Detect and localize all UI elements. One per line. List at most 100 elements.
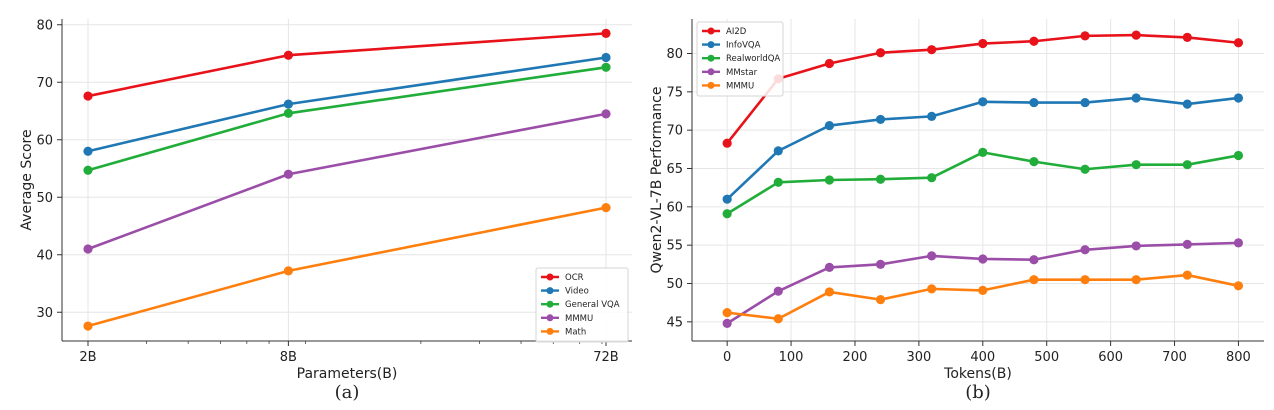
- data-point: [83, 165, 93, 175]
- y-tick-label: 70: [36, 76, 53, 91]
- y-tick-label: 70: [666, 124, 683, 139]
- legend-label: MMstar: [726, 68, 758, 78]
- data-point: [83, 321, 93, 331]
- series-line-ocr: [87, 32, 607, 98]
- data-point: [283, 50, 293, 60]
- x-axis-label: Parameters(B): [297, 366, 398, 382]
- data-point: [722, 194, 732, 204]
- x-tick-label: 600: [1098, 350, 1123, 365]
- data-point: [875, 114, 886, 125]
- data-point: [1233, 238, 1244, 248]
- data-point: [83, 91, 93, 101]
- y-tick-label: 80: [36, 18, 53, 33]
- x-axis-label: Tokens(B): [943, 366, 1012, 382]
- x-tick-label: 200: [843, 350, 868, 365]
- data-point: [875, 295, 886, 305]
- data-point: [601, 52, 611, 63]
- data-point: [1029, 255, 1039, 265]
- y-tick-label: 55: [666, 239, 683, 254]
- data-point: [1080, 275, 1090, 285]
- legend-label: MMMU: [726, 81, 754, 91]
- legend-swatch-marker: [707, 81, 715, 89]
- y-tick-label: 75: [666, 85, 683, 100]
- data-point: [1029, 275, 1039, 285]
- legend-swatch-marker: [707, 68, 715, 76]
- legend-label: InfoVQA: [726, 41, 761, 51]
- data-point: [601, 109, 611, 119]
- data-point: [978, 254, 988, 264]
- data-point: [1131, 30, 1141, 40]
- data-point: [1233, 281, 1244, 291]
- data-point: [1029, 97, 1039, 108]
- data-point: [601, 28, 611, 38]
- data-point: [283, 169, 293, 179]
- data-point: [1233, 38, 1244, 48]
- data-point: [1131, 160, 1141, 170]
- data-point: [978, 97, 988, 107]
- x-tick-label: 72B: [593, 350, 618, 365]
- chart-caption: (a): [335, 382, 360, 403]
- data-point: [1182, 239, 1192, 249]
- y-tick-label: 60: [36, 133, 53, 148]
- data-point: [1029, 157, 1039, 167]
- data-point: [824, 287, 835, 297]
- data-point: [1029, 36, 1039, 46]
- legend-swatch-marker: [707, 41, 715, 49]
- data-point: [1131, 93, 1141, 103]
- data-point: [1080, 164, 1090, 174]
- data-point: [722, 318, 732, 328]
- legend-swatch-marker: [546, 327, 554, 335]
- x-tick-label: 500: [1034, 350, 1059, 365]
- legend-label: RealworldQA: [726, 54, 780, 64]
- data-point: [978, 285, 988, 295]
- data-point: [1182, 99, 1192, 109]
- y-tick-label: 80: [666, 47, 683, 62]
- data-point: [927, 251, 937, 261]
- data-point: [601, 62, 611, 72]
- data-point: [722, 138, 732, 148]
- y-tick-label: 40: [36, 248, 53, 263]
- data-point: [1233, 150, 1244, 161]
- data-point: [927, 173, 937, 183]
- legend-swatch-marker: [707, 54, 715, 62]
- y-axis-label: Average Score: [19, 129, 35, 230]
- data-point: [83, 146, 93, 156]
- data-point: [927, 45, 937, 55]
- legend-swatch-marker: [546, 287, 554, 295]
- data-point: [824, 175, 835, 185]
- data-point: [1182, 270, 1192, 280]
- data-point: [1131, 275, 1141, 285]
- chart-b: 0 100 200 300 400 500 600 700 800 45 50 55 60 65 70 75 8…: [649, 19, 1264, 403]
- legend-box: [696, 21, 784, 97]
- y-tick-label: 45: [666, 315, 683, 330]
- data-point: [83, 244, 93, 254]
- data-point: [1080, 31, 1090, 41]
- legend-box: [535, 267, 629, 343]
- data-point: [773, 177, 783, 187]
- x-tick-label: 800: [1226, 350, 1251, 365]
- y-tick-label: 60: [666, 200, 683, 215]
- data-point: [824, 58, 835, 69]
- data-point: [978, 147, 988, 157]
- y-tick-label: 50: [666, 277, 683, 292]
- data-point: [773, 286, 783, 296]
- data-point: [722, 308, 732, 318]
- data-point: [283, 108, 293, 118]
- y-axis-label: Qwen2-VL-7B Performance: [649, 87, 665, 274]
- legend-label: OCR: [565, 273, 584, 283]
- data-point: [601, 203, 611, 213]
- data-point: [722, 209, 732, 219]
- legend-label: General VQA: [565, 300, 620, 310]
- chart-caption: (b): [965, 382, 991, 403]
- x-tick-label: 300: [906, 350, 931, 365]
- x-tick-label: 700: [1162, 350, 1187, 365]
- data-point: [927, 111, 937, 121]
- legend-label: MMMU: [565, 314, 593, 324]
- data-point: [283, 266, 293, 276]
- y-tick-label: 65: [666, 162, 683, 177]
- legend-swatch-marker: [546, 273, 554, 281]
- legend-label: Video: [565, 287, 589, 297]
- y-tick-label: 50: [36, 191, 53, 206]
- data-point: [978, 38, 988, 49]
